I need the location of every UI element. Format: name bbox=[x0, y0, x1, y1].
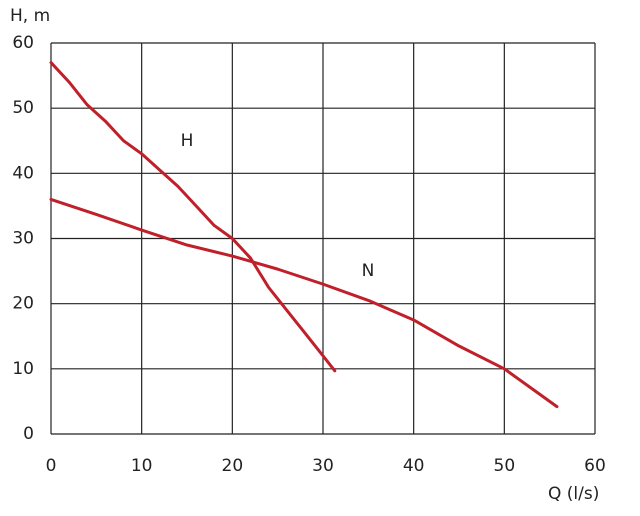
x-tick-label: 50 bbox=[494, 456, 516, 476]
y-tick-label: 50 bbox=[12, 98, 34, 118]
x-tick-label: 10 bbox=[131, 456, 153, 476]
x-tick-label: 60 bbox=[584, 456, 606, 476]
curve-label: N bbox=[362, 261, 375, 281]
curve bbox=[49, 197, 559, 409]
y-tick-label: 0 bbox=[23, 424, 34, 444]
y-tick-label: 20 bbox=[12, 294, 34, 314]
y-axis-label: H, m bbox=[10, 6, 50, 26]
curve-label: H bbox=[181, 131, 194, 151]
x-tick-label: 30 bbox=[312, 456, 334, 476]
y-tick-label: 30 bbox=[12, 229, 34, 249]
y-tick-label: 40 bbox=[12, 163, 34, 183]
x-axis-label: Q (l/s) bbox=[548, 484, 599, 504]
x-tick-label: 0 bbox=[46, 456, 57, 476]
x-tick-label: 40 bbox=[403, 456, 425, 476]
y-tick-label: 60 bbox=[12, 33, 34, 53]
x-tick-label: 20 bbox=[222, 456, 244, 476]
curve bbox=[49, 61, 337, 373]
y-tick-label: 10 bbox=[12, 359, 34, 379]
